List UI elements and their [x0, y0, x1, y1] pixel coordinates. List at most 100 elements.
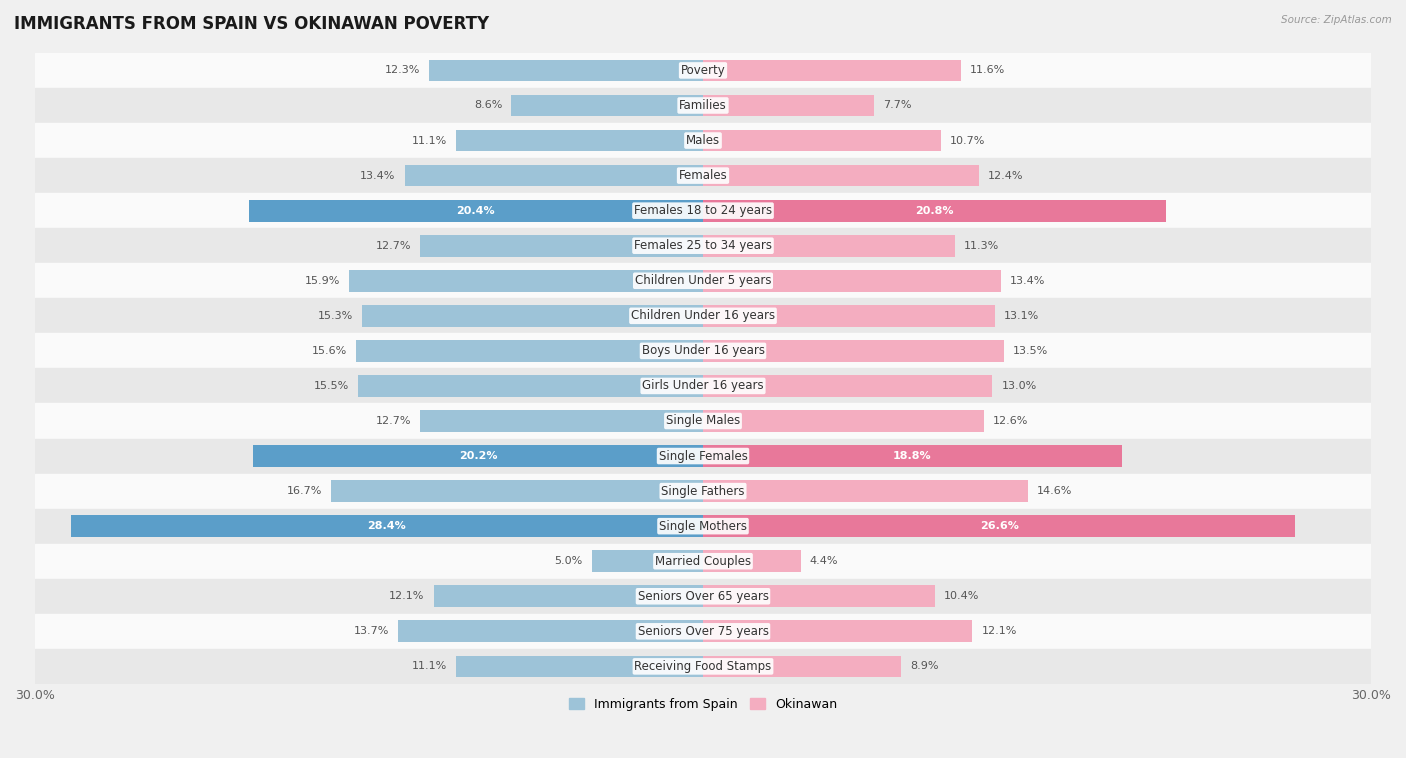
Bar — [398, 621, 703, 642]
Text: Single Mothers: Single Mothers — [659, 520, 747, 533]
Text: Seniors Over 65 years: Seniors Over 65 years — [637, 590, 769, 603]
Text: 13.7%: 13.7% — [354, 626, 389, 636]
Text: 12.1%: 12.1% — [981, 626, 1017, 636]
Bar — [356, 340, 703, 362]
Legend: Immigrants from Spain, Okinawan: Immigrants from Spain, Okinawan — [564, 693, 842, 716]
Bar — [703, 515, 1295, 537]
Text: 11.1%: 11.1% — [412, 136, 447, 146]
Bar — [512, 95, 703, 116]
Text: 7.7%: 7.7% — [883, 101, 912, 111]
Text: Single Males: Single Males — [666, 415, 740, 428]
Bar — [35, 368, 1371, 403]
Bar — [35, 299, 1371, 334]
Text: Married Couples: Married Couples — [655, 555, 751, 568]
Text: Children Under 5 years: Children Under 5 years — [634, 274, 772, 287]
Text: Females: Females — [679, 169, 727, 182]
Bar — [35, 509, 1371, 543]
Bar — [35, 614, 1371, 649]
Bar — [703, 235, 955, 256]
Bar — [330, 481, 703, 502]
Bar — [420, 410, 703, 432]
Bar — [429, 60, 703, 81]
Bar — [35, 579, 1371, 614]
Text: 13.4%: 13.4% — [1011, 276, 1046, 286]
Text: Females 18 to 24 years: Females 18 to 24 years — [634, 204, 772, 217]
Bar — [592, 550, 703, 572]
Text: Females 25 to 34 years: Females 25 to 34 years — [634, 240, 772, 252]
Text: 20.4%: 20.4% — [457, 205, 495, 216]
Text: IMMIGRANTS FROM SPAIN VS OKINAWAN POVERTY: IMMIGRANTS FROM SPAIN VS OKINAWAN POVERT… — [14, 15, 489, 33]
Text: 14.6%: 14.6% — [1038, 486, 1073, 496]
Text: 15.9%: 15.9% — [305, 276, 340, 286]
Text: 8.9%: 8.9% — [910, 662, 939, 672]
Text: 26.6%: 26.6% — [980, 522, 1018, 531]
Bar — [249, 200, 703, 221]
Bar — [703, 445, 1122, 467]
Bar — [35, 123, 1371, 158]
Bar — [35, 193, 1371, 228]
Text: Receiving Food Stamps: Receiving Food Stamps — [634, 660, 772, 673]
Text: 15.6%: 15.6% — [312, 346, 347, 356]
Text: 10.7%: 10.7% — [950, 136, 986, 146]
Bar — [35, 263, 1371, 299]
Text: Children Under 16 years: Children Under 16 years — [631, 309, 775, 322]
Bar — [70, 515, 703, 537]
Text: Boys Under 16 years: Boys Under 16 years — [641, 344, 765, 357]
Bar — [35, 649, 1371, 684]
Bar — [359, 375, 703, 396]
Text: Families: Families — [679, 99, 727, 112]
Text: 8.6%: 8.6% — [474, 101, 502, 111]
Text: Seniors Over 75 years: Seniors Over 75 years — [637, 625, 769, 637]
Text: 18.8%: 18.8% — [893, 451, 932, 461]
Text: 12.4%: 12.4% — [988, 171, 1024, 180]
Bar — [420, 235, 703, 256]
Bar — [703, 95, 875, 116]
Bar — [363, 305, 703, 327]
Bar — [703, 410, 984, 432]
Text: 11.1%: 11.1% — [412, 662, 447, 672]
Text: 11.3%: 11.3% — [963, 241, 998, 251]
Text: 15.5%: 15.5% — [314, 381, 349, 391]
Text: 4.4%: 4.4% — [810, 556, 838, 566]
Bar — [703, 481, 1028, 502]
Bar — [35, 228, 1371, 263]
Text: Source: ZipAtlas.com: Source: ZipAtlas.com — [1281, 15, 1392, 25]
Bar — [35, 474, 1371, 509]
Text: 16.7%: 16.7% — [287, 486, 322, 496]
Bar — [253, 445, 703, 467]
Text: 20.8%: 20.8% — [915, 205, 953, 216]
Text: 13.4%: 13.4% — [360, 171, 395, 180]
Bar — [35, 439, 1371, 474]
Text: 12.6%: 12.6% — [993, 416, 1028, 426]
Text: 10.4%: 10.4% — [943, 591, 979, 601]
Bar — [703, 200, 1166, 221]
Text: Poverty: Poverty — [681, 64, 725, 77]
Text: 12.1%: 12.1% — [389, 591, 425, 601]
Bar — [703, 621, 973, 642]
Bar — [35, 334, 1371, 368]
Text: 13.5%: 13.5% — [1012, 346, 1047, 356]
Bar — [703, 375, 993, 396]
Bar — [35, 88, 1371, 123]
Text: 11.6%: 11.6% — [970, 65, 1005, 76]
Bar — [456, 130, 703, 152]
Bar — [703, 585, 935, 607]
Bar — [703, 550, 801, 572]
Bar — [405, 164, 703, 186]
Text: 20.2%: 20.2% — [458, 451, 498, 461]
Text: 28.4%: 28.4% — [367, 522, 406, 531]
Bar — [703, 340, 1004, 362]
Bar — [703, 130, 941, 152]
Bar — [349, 270, 703, 292]
Bar — [35, 158, 1371, 193]
Bar — [703, 305, 994, 327]
Text: 12.3%: 12.3% — [385, 65, 420, 76]
Bar — [703, 270, 1001, 292]
Text: 13.1%: 13.1% — [1004, 311, 1039, 321]
Bar — [433, 585, 703, 607]
Text: 13.0%: 13.0% — [1001, 381, 1036, 391]
Bar — [703, 656, 901, 677]
Bar — [35, 543, 1371, 579]
Bar — [35, 53, 1371, 88]
Text: Girls Under 16 years: Girls Under 16 years — [643, 380, 763, 393]
